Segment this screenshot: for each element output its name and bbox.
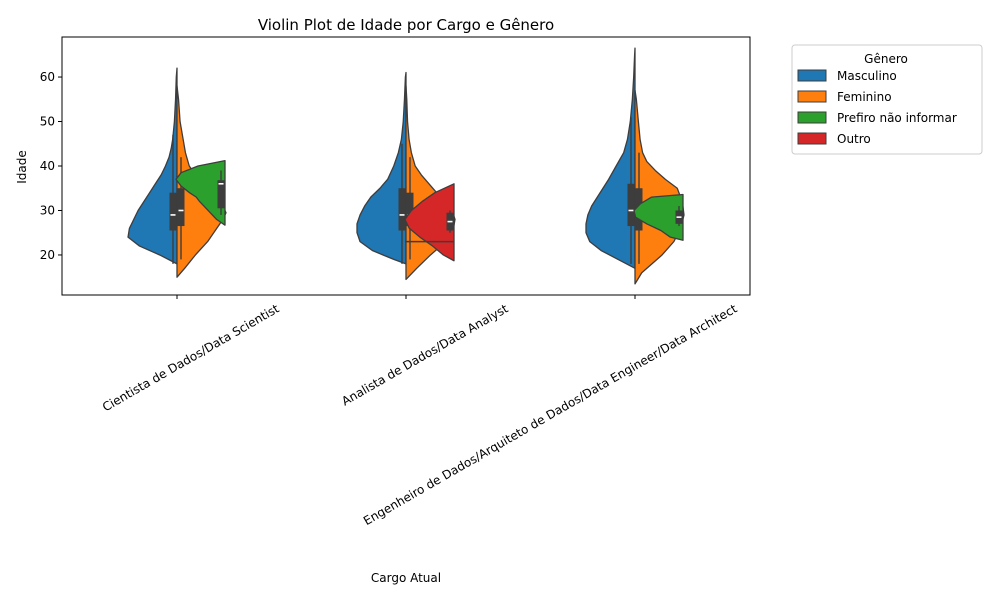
x-tick-label: Engenheiro de Dados/Arquiteto de Dados/D… <box>361 301 740 528</box>
legend-swatch <box>797 111 827 124</box>
violin-half-Masculino-1 <box>356 71 407 265</box>
y-tick-label: 20 <box>40 248 55 262</box>
y-tick-label: 40 <box>40 159 55 173</box>
legend-label: Prefiro não informar <box>837 111 957 125</box>
violin-half-Masculino-0 <box>127 67 178 265</box>
x-tick-label: Cientista de Dados/Data Scientist <box>100 301 282 414</box>
iqr-box <box>177 188 185 227</box>
legend-frame <box>791 44 983 155</box>
iqr-box <box>627 183 635 227</box>
iqr-box <box>169 192 177 231</box>
x-axis: Cientista de Dados/Data Scientist Analist… <box>100 295 740 528</box>
chart-title: Violin Plot de Idade por Cargo e Gênero <box>258 16 554 34</box>
legend-label: Masculino <box>837 69 897 83</box>
legend: Gênero Masculino Feminino Prefiro não info… <box>791 44 983 155</box>
y-axis-label: Idade <box>15 150 29 184</box>
legend-title: Gênero <box>864 52 908 66</box>
legend-swatch <box>797 69 827 82</box>
iqr-box <box>406 192 414 227</box>
y-tick-label: 60 <box>40 70 55 84</box>
legend-swatch <box>797 132 827 145</box>
x-axis-label: Cargo Atual <box>371 571 441 585</box>
violin-half-Prefiro não informar-2 <box>633 193 684 241</box>
iqr-box <box>217 180 225 209</box>
violin-half-Prefiro não informar-0 <box>175 160 226 226</box>
legend-swatch <box>797 90 827 103</box>
violin-half-Feminino-2 <box>634 89 685 285</box>
y-axis: 20 30 40 50 60 <box>40 70 62 262</box>
legend-label: Feminino <box>837 90 892 104</box>
y-tick-label: 50 <box>40 115 55 129</box>
legend-label: Outro <box>837 132 871 146</box>
y-tick-label: 30 <box>40 203 55 217</box>
x-tick-label: Analista de Dados/Data Analyst <box>339 301 510 408</box>
violin-half-Masculino-2 <box>585 47 636 269</box>
plot-area <box>61 36 751 296</box>
iqr-box <box>398 188 406 231</box>
